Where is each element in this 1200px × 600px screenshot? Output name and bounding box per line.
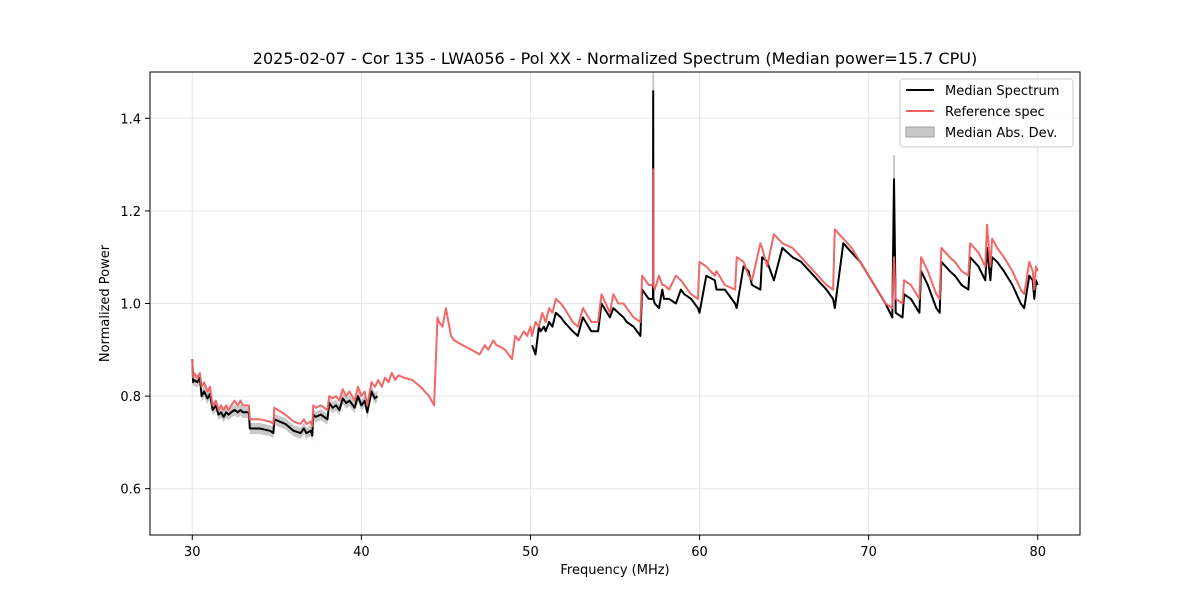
y-tick-label: 1.0 xyxy=(120,298,141,313)
legend-box xyxy=(899,78,1074,148)
x-axis-ticks: 30 40 50 60 70 80 xyxy=(184,535,1046,560)
y-tick-label: 1.2 xyxy=(120,205,141,220)
x-tick-label: 50 xyxy=(522,545,539,560)
median-spectrum-line-1 xyxy=(191,359,379,437)
legend-swatch-median-abs-dev xyxy=(905,126,935,138)
y-axis-ticks: 0.6 0.8 1.0 1.2 1.4 xyxy=(120,112,150,498)
legend-label-reference-spec: Reference spec xyxy=(945,105,1045,120)
legend-label-median-abs-dev: Median Abs. Dev. xyxy=(945,126,1057,141)
x-tick-label: 30 xyxy=(184,545,201,560)
x-tick-label: 80 xyxy=(1029,545,1046,560)
y-tick-label: 0.6 xyxy=(120,483,141,498)
x-tick-label: 40 xyxy=(353,545,370,560)
y-tick-label: 1.4 xyxy=(120,112,141,127)
y-axis-label: Normalized Power xyxy=(98,244,113,362)
legend: Median Spectrum Reference spec Median Ab… xyxy=(899,78,1074,148)
legend-label-median-spectrum: Median Spectrum xyxy=(945,84,1059,99)
x-tick-label: 60 xyxy=(691,545,708,560)
median-spectrum-line-2 xyxy=(531,89,1039,356)
chart-title: 2025-02-07 - Cor 135 - LWA056 - Pol XX -… xyxy=(253,49,977,68)
x-tick-label: 70 xyxy=(860,545,877,560)
plot-area xyxy=(191,72,1039,441)
y-tick-label: 0.8 xyxy=(120,390,141,405)
reference-spec-line xyxy=(191,168,1039,428)
x-axis-label: Frequency (MHz) xyxy=(560,563,669,578)
